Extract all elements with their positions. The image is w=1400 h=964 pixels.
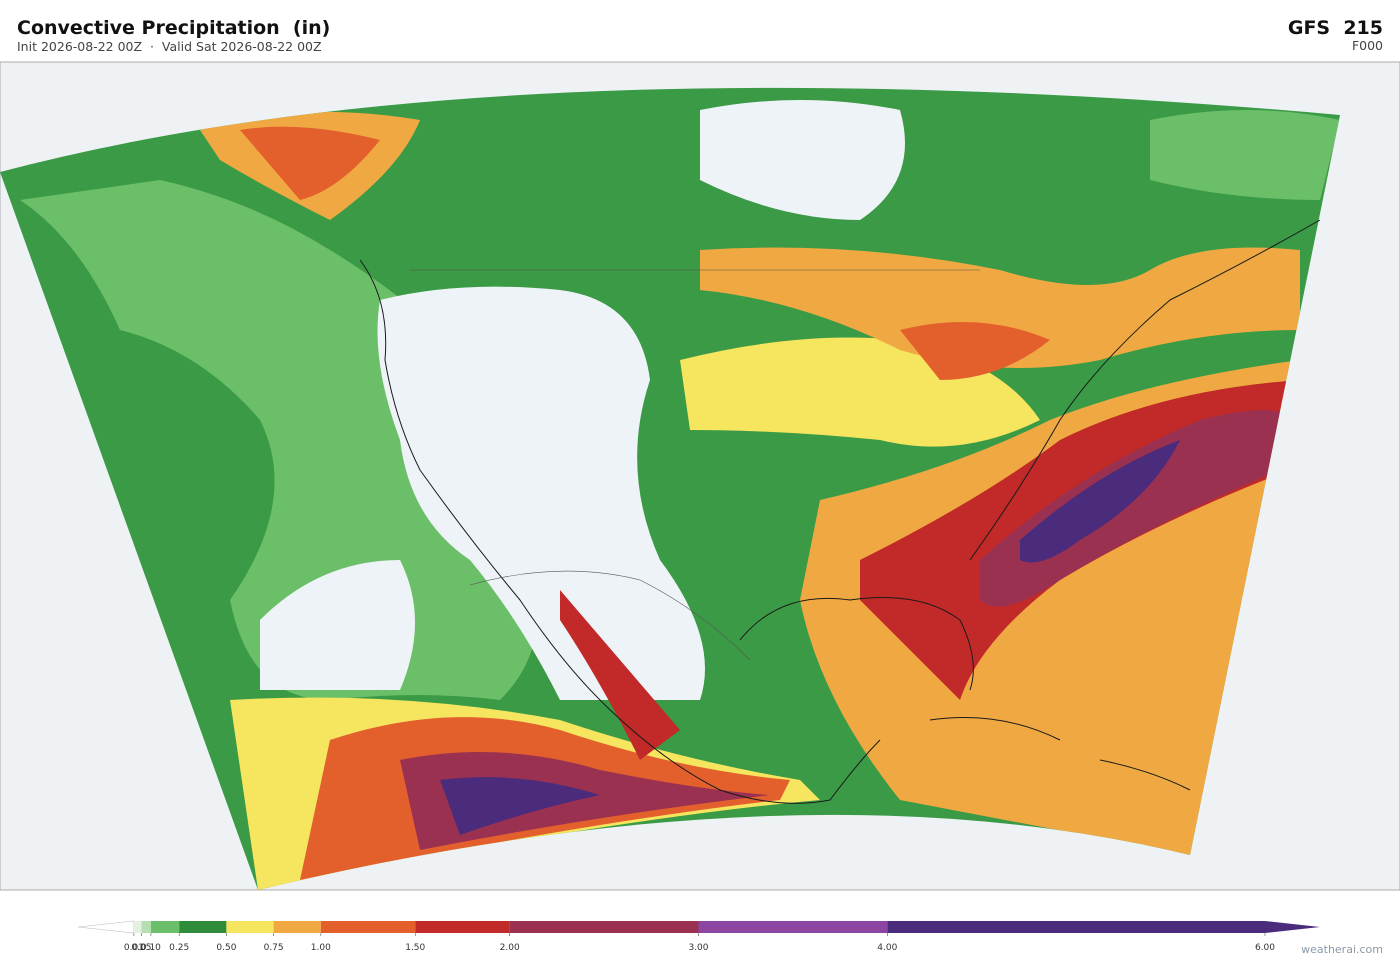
- colorbar-segment: [179, 921, 227, 933]
- colorbar-segment: [509, 921, 699, 933]
- colorbar-segment: [887, 921, 1265, 933]
- colorbar-segment: [150, 921, 180, 933]
- colorbar: 0.010.050.10 0.25 0.50 0.75 1.00 1.50 2.00 3.00…: [77, 920, 1320, 953]
- colorbar-tick-label: 0.50: [216, 943, 236, 953]
- colorbar-tick-label: 6.00: [1255, 943, 1275, 953]
- model-name: GFS 215: [1288, 17, 1383, 39]
- colorbar-tick-label: 0.25: [169, 943, 189, 953]
- colorbar-segment: [133, 921, 142, 933]
- colorbar-tick-label: 3.00: [688, 943, 708, 953]
- colorbar-tick-label: 1.50: [405, 943, 425, 953]
- colorbar-segment: [415, 921, 510, 933]
- precip-field: [0, 87, 1340, 891]
- colorbar-segment: [320, 921, 416, 933]
- colorbar-tick-label: 2.00: [500, 943, 520, 953]
- colorbar-extend-low: [77, 920, 135, 934]
- map: [0, 61, 1400, 891]
- title: Convective Precipitation (in): [17, 17, 330, 39]
- colorbar-tick-label: 1.00: [311, 943, 331, 953]
- colorbar-segment: [226, 921, 274, 933]
- coastline: [969, 219, 1321, 561]
- colorbar-segment: [141, 921, 151, 933]
- border: [410, 269, 980, 661]
- colorbar-segment: [698, 921, 888, 933]
- forecast-hour: F000: [1352, 38, 1383, 53]
- colorbar-segment: [273, 921, 321, 933]
- colorbar-tick-label: 0.10: [141, 943, 161, 953]
- colorbar-extend-high: [1265, 921, 1320, 933]
- coastline: [929, 717, 1191, 791]
- colorbar-tick-label: 0.05: [131, 943, 151, 953]
- subtitle: Init 2026-08-22 00Z · Valid Sat 2026-08-…: [17, 39, 322, 54]
- colorbar-tick-label: 0.01: [124, 943, 144, 953]
- colorbar-tick-label: 4.00: [877, 943, 897, 953]
- coastline: [739, 597, 974, 691]
- colorbar-tick-label: 0.75: [264, 943, 284, 953]
- credit: weatherai.com: [1301, 943, 1383, 956]
- coastline: [359, 259, 881, 804]
